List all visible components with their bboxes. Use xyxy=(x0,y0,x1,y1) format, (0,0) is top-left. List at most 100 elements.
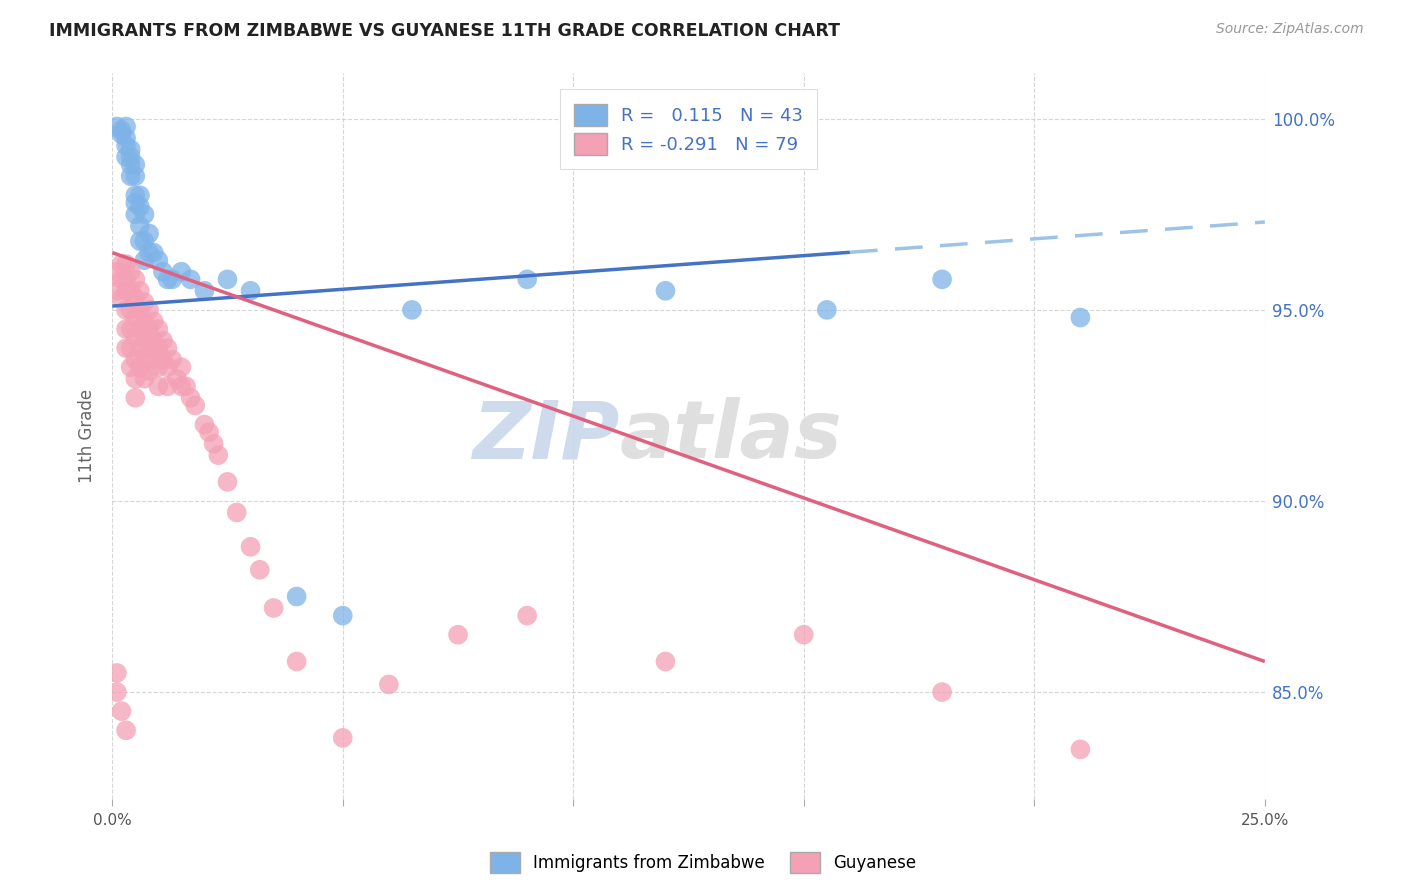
Point xyxy=(129,219,152,233)
Point xyxy=(129,360,152,375)
Point xyxy=(156,360,179,375)
Point xyxy=(124,207,146,221)
Point xyxy=(198,425,221,440)
Point xyxy=(120,265,142,279)
Point xyxy=(332,731,354,745)
Point xyxy=(217,272,239,286)
Point xyxy=(156,341,179,355)
Point xyxy=(124,188,146,202)
Point xyxy=(931,685,953,699)
Point xyxy=(148,341,170,355)
Point xyxy=(124,372,146,386)
Point xyxy=(654,655,676,669)
Point xyxy=(124,292,146,306)
Point xyxy=(134,334,156,348)
Point xyxy=(654,284,676,298)
Point xyxy=(115,302,138,317)
Point xyxy=(124,329,146,343)
Point xyxy=(148,253,170,268)
Point xyxy=(124,310,146,325)
Point xyxy=(115,284,138,298)
Point xyxy=(516,272,538,286)
Point xyxy=(129,322,152,336)
Point xyxy=(160,352,183,367)
Point xyxy=(129,302,152,317)
Point xyxy=(263,601,285,615)
Point xyxy=(184,399,207,413)
Point xyxy=(115,120,138,134)
Point xyxy=(129,341,152,355)
Point xyxy=(105,284,128,298)
Point xyxy=(124,195,146,210)
Point xyxy=(124,391,146,405)
Point xyxy=(129,234,152,248)
Point xyxy=(170,360,193,375)
Point xyxy=(124,272,146,286)
Point xyxy=(249,563,271,577)
Point xyxy=(239,284,262,298)
Point xyxy=(160,272,183,286)
Point xyxy=(225,505,247,519)
Point xyxy=(447,628,470,642)
Point xyxy=(115,150,138,164)
Point xyxy=(332,608,354,623)
Point xyxy=(142,314,165,328)
Point xyxy=(115,341,138,355)
Point xyxy=(285,655,308,669)
Point xyxy=(105,265,128,279)
Point xyxy=(207,448,229,462)
Point xyxy=(120,169,142,183)
Point xyxy=(120,341,142,355)
Point xyxy=(156,379,179,393)
Point xyxy=(134,234,156,248)
Legend: R =   0.115   N = 43, R = -0.291   N = 79: R = 0.115 N = 43, R = -0.291 N = 79 xyxy=(560,89,817,169)
Point xyxy=(202,436,225,450)
Point xyxy=(134,314,156,328)
Point xyxy=(120,150,142,164)
Point xyxy=(401,302,423,317)
Point xyxy=(142,245,165,260)
Point xyxy=(152,265,174,279)
Point xyxy=(148,360,170,375)
Point xyxy=(115,131,138,145)
Point xyxy=(152,334,174,348)
Point xyxy=(1069,742,1091,756)
Y-axis label: 11th Grade: 11th Grade xyxy=(79,389,96,483)
Text: atlas: atlas xyxy=(620,397,842,475)
Point xyxy=(1069,310,1091,325)
Point xyxy=(115,723,138,738)
Point xyxy=(138,364,160,378)
Point xyxy=(193,284,215,298)
Point xyxy=(110,292,132,306)
Point xyxy=(120,302,142,317)
Point xyxy=(134,372,156,386)
Point xyxy=(115,138,138,153)
Point xyxy=(166,372,188,386)
Point xyxy=(931,272,953,286)
Point xyxy=(124,352,146,367)
Point xyxy=(516,608,538,623)
Point xyxy=(180,391,202,405)
Point xyxy=(105,685,128,699)
Text: IMMIGRANTS FROM ZIMBABWE VS GUYANESE 11TH GRADE CORRELATION CHART: IMMIGRANTS FROM ZIMBABWE VS GUYANESE 11T… xyxy=(49,22,841,40)
Point xyxy=(120,360,142,375)
Point xyxy=(129,200,152,214)
Point xyxy=(180,272,202,286)
Point xyxy=(105,120,128,134)
Point xyxy=(134,253,156,268)
Point xyxy=(115,257,138,271)
Point xyxy=(793,628,815,642)
Legend: Immigrants from Zimbabwe, Guyanese: Immigrants from Zimbabwe, Guyanese xyxy=(484,846,922,880)
Point xyxy=(815,302,838,317)
Point xyxy=(148,379,170,393)
Point xyxy=(124,169,146,183)
Point xyxy=(142,352,165,367)
Text: ZIP: ZIP xyxy=(472,397,620,475)
Point xyxy=(217,475,239,489)
Point xyxy=(138,341,160,355)
Point xyxy=(174,379,197,393)
Point xyxy=(170,379,193,393)
Point xyxy=(110,257,132,271)
Point xyxy=(138,322,160,336)
Point xyxy=(138,245,160,260)
